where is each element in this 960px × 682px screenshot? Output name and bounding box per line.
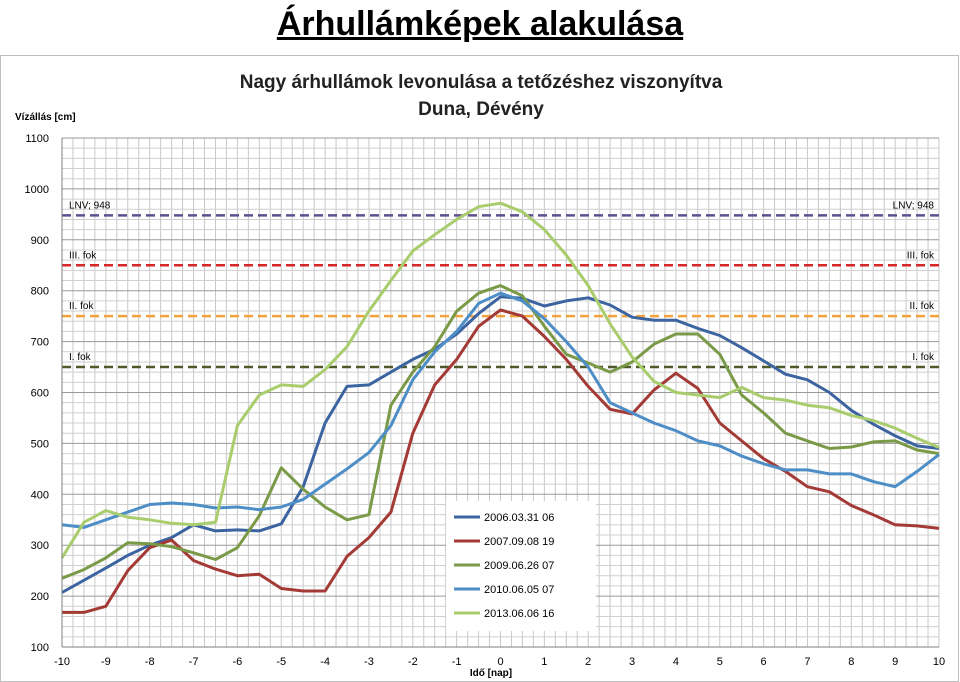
y-tick-label: 400: [31, 489, 49, 501]
series-line: [61, 284, 940, 580]
series-lines: [60, 201, 940, 614]
reference-label-right: III. fok: [907, 250, 935, 261]
legend-label: 2006.03.31 06: [484, 512, 554, 524]
reference-label-right: II. fok: [910, 301, 935, 312]
x-tick-label: -5: [276, 656, 286, 668]
y-tick-label: 300: [31, 540, 49, 552]
y-tick-label: 900: [31, 235, 49, 247]
x-tick-label: 2: [585, 656, 591, 668]
x-tick-label: -8: [145, 656, 155, 668]
x-tick-label: 9: [892, 656, 898, 668]
reference-label-left: III. fok: [69, 250, 97, 261]
x-tick-label: 0: [497, 656, 503, 668]
x-tick-label: -1: [452, 656, 462, 668]
x-tick-label: 8: [848, 656, 854, 668]
series-line: [60, 201, 940, 559]
x-tick-label: 7: [804, 656, 810, 668]
y-tick-label: 200: [31, 591, 49, 603]
y-tick-label: 600: [31, 388, 49, 400]
reference-label-right: LNV; 948: [893, 200, 935, 211]
x-tick-label: -2: [408, 656, 418, 668]
x-tick-label: 6: [761, 656, 767, 668]
series-line: [61, 291, 940, 529]
x-tick-label: -10: [54, 656, 70, 668]
y-axis-label: Vízállás [cm]: [15, 112, 76, 123]
y-tick-label: 1000: [25, 184, 49, 196]
legend-label: 2013.06.06 16: [484, 608, 554, 620]
x-axis-label: Idő [nap]: [470, 668, 512, 679]
y-tick-label: 500: [31, 438, 49, 450]
y-tick-label: 800: [31, 286, 49, 298]
legend-label: 2007.09.08 19: [484, 536, 554, 548]
slide-title: Árhullámképek alakulása: [276, 5, 684, 43]
x-tick-label: 5: [717, 656, 723, 668]
legend-label: 2010.06.05 07: [484, 584, 554, 596]
chart-subtitle: Duna, Dévény: [418, 99, 544, 120]
chart-title: Nagy árhullámok levonulása a tetőzéshez …: [240, 72, 723, 93]
y-tick-label: 1100: [25, 133, 49, 145]
reference-label-left: I. fok: [69, 352, 92, 363]
legend-label: 2009.06.26 07: [484, 560, 554, 572]
x-tick-label: -3: [364, 656, 374, 668]
x-tick-label: 1: [541, 656, 547, 668]
reference-label-left: II. fok: [69, 301, 94, 312]
x-tick-label: -7: [189, 656, 199, 668]
reference-lines: LNV; 948 LNV; 948 III. fok III. fok II. fok I…: [62, 200, 939, 369]
water-level-chart: Nagy árhullámok levonulása a tetőzéshez …: [15, 72, 946, 679]
legend: 2006.03.31 06 2007.09.08 19 2009.06.26 07 2…: [446, 501, 596, 631]
y-tick-label: 100: [31, 642, 49, 654]
x-tick-label: 3: [629, 656, 635, 668]
x-tick-label: -6: [233, 656, 243, 668]
chart-frame: Nagy árhullámok levonulása a tetőzéshez …: [0, 55, 959, 682]
y-tick-label: 700: [31, 337, 49, 349]
reference-label-right: I. fok: [912, 352, 935, 363]
reference-label-left: LNV; 948: [69, 200, 111, 211]
series-line: [62, 308, 940, 614]
x-tick-label: 4: [673, 656, 679, 668]
x-tick-label: -4: [320, 656, 330, 668]
x-tick-label: 10: [933, 656, 945, 668]
x-tick-label: -9: [101, 656, 111, 668]
